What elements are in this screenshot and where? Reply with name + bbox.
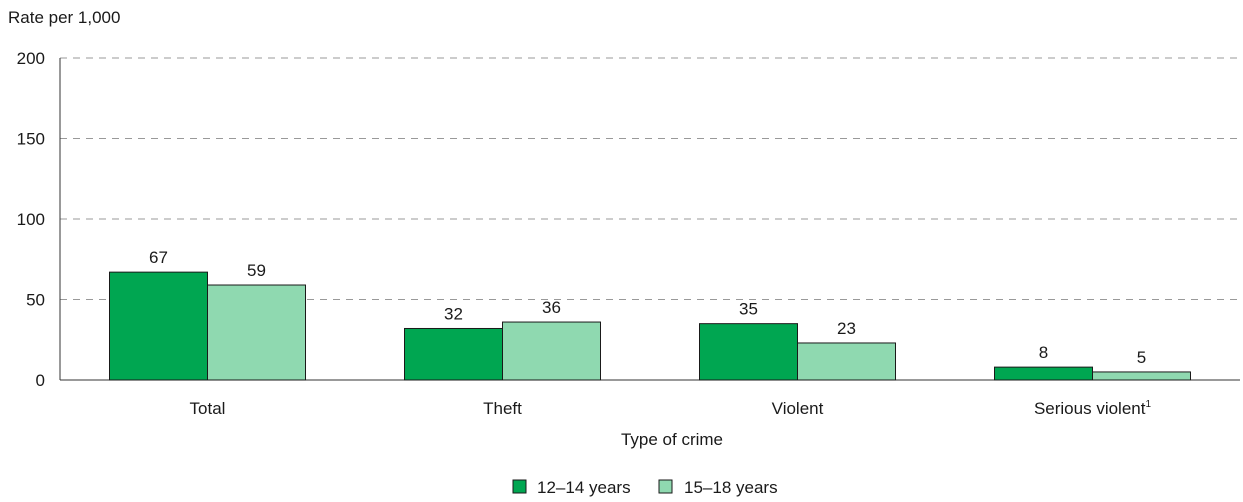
data-label: 5 (1137, 348, 1146, 367)
data-label: 59 (247, 261, 266, 280)
legend-swatch (512, 479, 527, 494)
y-tick-label: 0 (36, 371, 45, 390)
bar (404, 327, 503, 381)
y-tick-label: 150 (17, 130, 45, 149)
x-tick-label: Theft (483, 399, 522, 418)
y-axis-label: Rate per 1,000 (8, 8, 120, 27)
bar (994, 366, 1093, 381)
bar (699, 323, 798, 381)
y-tick-label: 200 (17, 49, 45, 68)
y-tick-labels: 0 50 100 150 200 (17, 49, 45, 390)
bar (502, 321, 601, 381)
x-tick-label: Serious violent1 (1034, 399, 1152, 418)
gridlines (60, 57, 1240, 300)
bar (207, 284, 306, 381)
bars (109, 271, 1191, 381)
legend: 12–14 years 15–18 years (512, 478, 778, 497)
x-tick-labels: Total Theft Violent Serious violent1 (190, 399, 1152, 418)
data-labels: 67 59 32 36 35 23 8 5 (149, 248, 1146, 367)
y-tick-label: 50 (26, 291, 45, 310)
data-label: 36 (542, 298, 561, 317)
x-axis-label: Type of crime (621, 430, 723, 449)
footnote-marker: 1 (1145, 399, 1151, 410)
x-tick-label: Violent (772, 399, 824, 418)
data-label: 67 (149, 248, 168, 267)
bar (1092, 371, 1191, 381)
legend-swatch (658, 479, 673, 494)
data-label: 8 (1039, 343, 1048, 362)
data-label: 32 (444, 304, 463, 323)
legend-label: 15–18 years (684, 478, 778, 497)
bar (797, 342, 896, 381)
y-tick-label: 100 (17, 210, 45, 229)
x-tick-label: Total (190, 399, 226, 418)
legend-label: 12–14 years (537, 478, 631, 497)
bar (109, 271, 208, 381)
data-label: 23 (837, 319, 856, 338)
data-label: 35 (739, 300, 758, 319)
